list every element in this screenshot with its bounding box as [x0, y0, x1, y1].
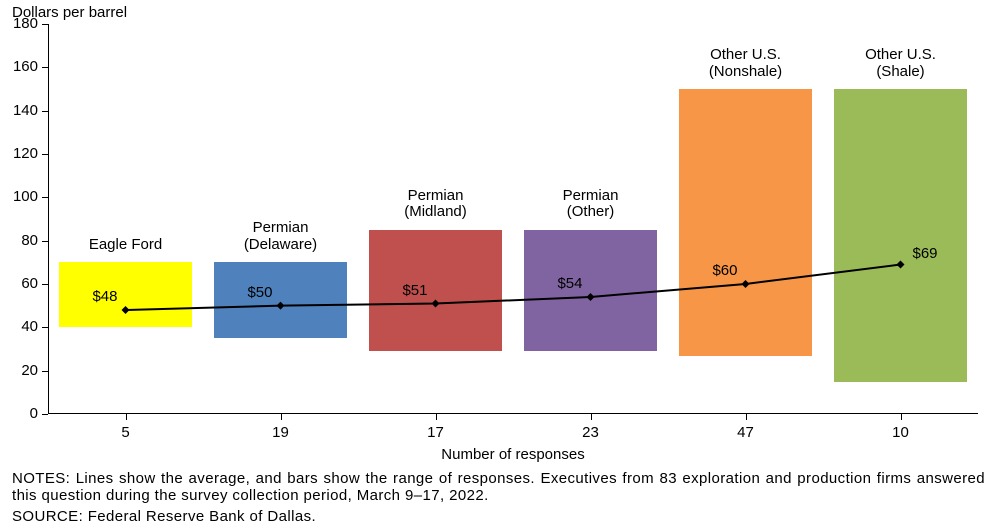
avg-line-overlay — [48, 24, 978, 424]
category-label: Other U.S. (Nonshale) — [668, 47, 823, 80]
category-label: Permian (Other) — [513, 188, 668, 221]
x-axis-title: Number of responses — [48, 446, 978, 463]
avg-value-label: $69 — [913, 245, 938, 262]
x-tick-label: 23 — [561, 424, 621, 441]
avg-marker — [587, 293, 595, 301]
category-label: Permian (Midland) — [358, 188, 513, 221]
category-label: Eagle Ford — [48, 237, 203, 254]
avg-marker — [277, 302, 285, 310]
notes-line-2: SOURCE: Federal Reserve Bank of Dallas. — [12, 508, 985, 525]
avg-value-label: $60 — [688, 262, 738, 279]
category-label: Other U.S. (Shale) — [823, 47, 978, 80]
x-tick-label: 47 — [716, 424, 776, 441]
avg-value-label: $54 — [533, 275, 583, 292]
y-tick-label: 40 — [4, 318, 38, 335]
x-tick-label: 5 — [96, 424, 156, 441]
avg-value-label: $51 — [378, 282, 428, 299]
avg-value-label: $50 — [223, 284, 273, 301]
y-tick-label: 180 — [4, 15, 38, 32]
y-tick-label: 60 — [4, 275, 38, 292]
avg-marker — [122, 306, 130, 314]
x-tick-label: 10 — [871, 424, 931, 441]
y-tick-label: 0 — [4, 405, 38, 422]
x-tick-label: 17 — [406, 424, 466, 441]
avg-marker — [432, 300, 440, 308]
notes-line-1: NOTES: Lines show the average, and bars … — [12, 470, 985, 504]
y-tick-label: 120 — [4, 145, 38, 162]
y-tick-label: 80 — [4, 232, 38, 249]
y-tick-label: 160 — [4, 58, 38, 75]
avg-marker — [742, 280, 750, 288]
avg-marker — [897, 261, 905, 269]
y-tick-label: 100 — [4, 188, 38, 205]
category-label: Permian (Delaware) — [203, 220, 358, 253]
y-tick-label: 20 — [4, 362, 38, 379]
avg-value-label: $48 — [68, 288, 118, 305]
x-tick-label: 19 — [251, 424, 311, 441]
figure: Dollars per barrel Number of responses N… — [0, 0, 997, 530]
y-tick-label: 140 — [4, 102, 38, 119]
